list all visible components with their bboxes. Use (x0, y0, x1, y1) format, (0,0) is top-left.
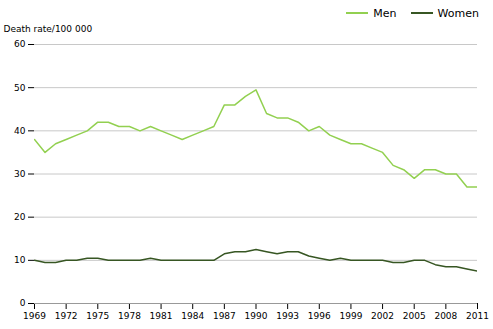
svg-text:1987: 1987 (213, 311, 236, 321)
svg-text:2011: 2011 (466, 311, 489, 321)
svg-text:Death rate/100 000: Death rate/100 000 (4, 24, 93, 34)
svg-text:20: 20 (14, 212, 26, 222)
svg-text:1978: 1978 (118, 311, 141, 321)
svg-text:30: 30 (14, 169, 26, 179)
svg-text:1990: 1990 (245, 311, 268, 321)
svg-text:1996: 1996 (308, 311, 331, 321)
svg-text:50: 50 (14, 83, 26, 93)
svg-text:2002: 2002 (371, 311, 394, 321)
svg-text:10: 10 (14, 255, 26, 265)
svg-text:1999: 1999 (339, 311, 362, 321)
svg-text:1975: 1975 (86, 311, 109, 321)
svg-text:2005: 2005 (403, 311, 426, 321)
svg-text:1972: 1972 (55, 311, 78, 321)
svg-text:1993: 1993 (276, 311, 299, 321)
svg-text:60: 60 (14, 39, 26, 49)
svg-text:2008: 2008 (434, 311, 457, 321)
svg-text:40: 40 (14, 126, 26, 136)
svg-text:0: 0 (20, 298, 26, 308)
html-text:Women: Women (437, 6, 479, 20)
svg-text:1984: 1984 (181, 311, 204, 321)
html-text:Men: Men (373, 6, 397, 20)
svg-text:1981: 1981 (150, 311, 173, 321)
svg-text:1969: 1969 (23, 311, 46, 321)
